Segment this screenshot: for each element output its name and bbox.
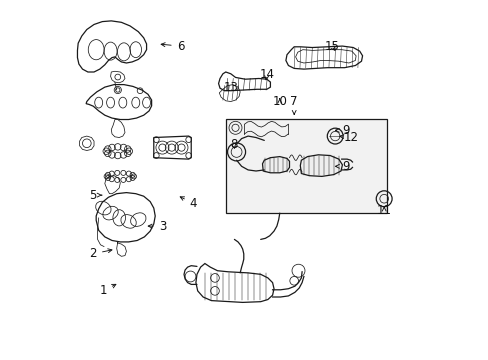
- Text: 11: 11: [376, 204, 391, 217]
- Bar: [225, 119, 386, 213]
- Text: 8: 8: [229, 138, 237, 151]
- Text: 15: 15: [324, 40, 338, 53]
- Text: 5: 5: [89, 189, 102, 202]
- Text: 12: 12: [339, 131, 358, 144]
- Text: 3: 3: [148, 220, 166, 233]
- Text: 7: 7: [290, 95, 297, 114]
- Text: 13: 13: [223, 81, 238, 94]
- Text: 10: 10: [272, 95, 286, 108]
- Text: 9: 9: [335, 160, 349, 173]
- Text: 14: 14: [259, 68, 274, 81]
- Text: 9: 9: [335, 124, 349, 137]
- Text: 2: 2: [89, 247, 112, 260]
- Text: 6: 6: [161, 40, 184, 53]
- Polygon shape: [262, 157, 289, 173]
- Text: 1: 1: [100, 284, 116, 297]
- Text: 4: 4: [180, 197, 197, 210]
- Polygon shape: [300, 155, 342, 176]
